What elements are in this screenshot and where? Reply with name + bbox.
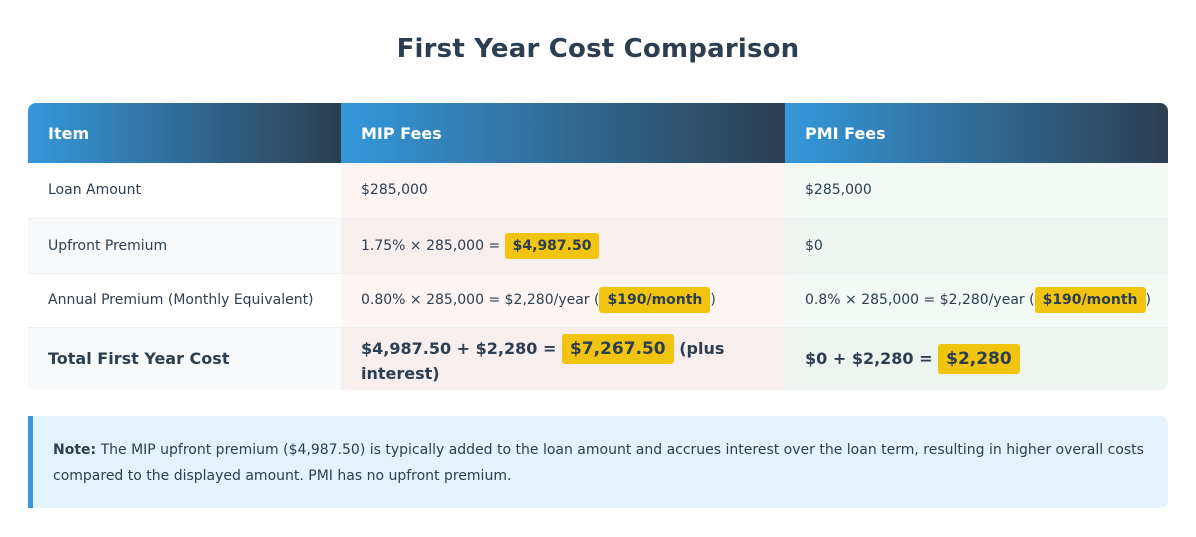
highlight-badge: $4,987.50: [504, 232, 600, 259]
formula-text: 1.75% × 285,000 =: [361, 237, 505, 254]
pmi-upfront-premium: $0: [785, 218, 1168, 274]
row-label-total: Total First Year Cost: [28, 327, 341, 390]
table-row: Loan Amount $285,000 $285,000: [28, 163, 1168, 219]
highlight-badge: $190/month: [599, 287, 711, 313]
highlight-badge: $190/month: [1034, 287, 1146, 313]
highlight-badge: $7,267.50: [561, 334, 674, 365]
row-label-upfront-premium: Upfront Premium: [28, 218, 341, 274]
page-title: First Year Cost Comparison: [396, 34, 800, 64]
formula-text: $4,987.50 + $2,280 =: [361, 339, 562, 359]
pmi-annual-premium: 0.8% × 285,000 = $2,280/year ($190/month…: [785, 273, 1168, 328]
row-label-loan-amount: Loan Amount: [28, 163, 341, 219]
total-row: Total First Year Cost $4,987.50 + $2,280…: [28, 327, 1168, 390]
pmi-total: $0 + $2,280 = $2,280: [785, 327, 1168, 390]
mip-total: $4,987.50 + $2,280 = $7,267.50 (plus int…: [341, 327, 785, 390]
mip-loan-amount: $285,000: [341, 163, 785, 219]
formula-text: 0.8% × 285,000 = $2,280/year (: [805, 292, 1035, 308]
table-header-row: Item MIP Fees PMI Fees: [28, 103, 1168, 163]
row-label-annual-premium: Annual Premium (Monthly Equivalent): [28, 273, 341, 328]
note-box: Note: The MIP upfront premium ($4,987.50…: [28, 416, 1168, 508]
comparison-table: Item MIP Fees PMI Fees Loan Amount $285,…: [28, 103, 1168, 390]
formula-suffix: ): [710, 292, 716, 308]
table-row: Upfront Premium 1.75% × 285,000 = $4,987…: [28, 218, 1168, 274]
highlight-badge: $2,280: [938, 343, 1020, 374]
mip-upfront-premium: 1.75% × 285,000 = $4,987.50: [341, 218, 785, 274]
header-pmi-fees: PMI Fees: [785, 103, 1168, 163]
table-row: Annual Premium (Monthly Equivalent) 0.80…: [28, 273, 1168, 328]
header-mip-fees: MIP Fees: [341, 103, 785, 163]
formula-text: 0.80% × 285,000 = $2,280/year (: [361, 292, 600, 308]
mip-annual-premium: 0.80% × 285,000 = $2,280/year ($190/mont…: [341, 273, 785, 328]
formula-suffix: (plus interest): [361, 339, 725, 384]
header-item: Item: [28, 103, 341, 163]
pmi-loan-amount: $285,000: [785, 163, 1168, 219]
formula-suffix: ): [1145, 292, 1151, 308]
formula-text: $0 + $2,280 =: [805, 348, 939, 368]
note-label: Note:: [53, 442, 97, 458]
comparison-table-container: Item MIP Fees PMI Fees Loan Amount $285,…: [28, 103, 1168, 390]
note-text: The MIP upfront premium ($4,987.50) is t…: [53, 442, 1144, 484]
